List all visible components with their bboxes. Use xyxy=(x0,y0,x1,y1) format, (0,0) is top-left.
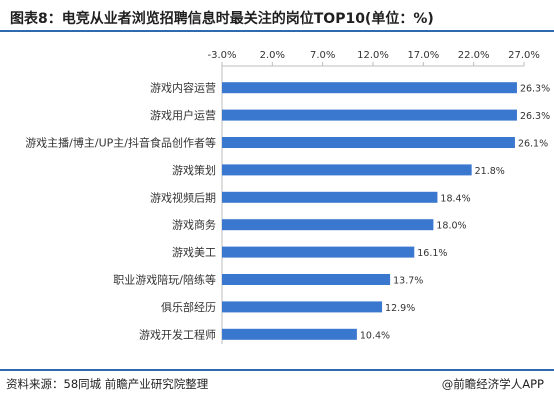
value-label: 26.3% xyxy=(520,111,550,122)
value-label: 18.0% xyxy=(436,221,466,232)
value-label: 26.3% xyxy=(520,84,550,95)
value-label: 21.8% xyxy=(475,166,505,177)
category-label: 游戏主播/博主/UP主/抖音食品创作者等 xyxy=(25,136,216,150)
category-label: 游戏内容运营 xyxy=(150,81,216,95)
header-rule xyxy=(0,30,554,32)
category-label: 游戏美工 xyxy=(172,246,216,259)
category-label: 职业游戏陪玩/陪练等 xyxy=(113,273,216,287)
chart-title: 图表8：电竞从业者浏览招聘信息时最关注的岗位TOP10(单位：%) xyxy=(10,11,434,27)
value-label: 26.1% xyxy=(518,139,548,150)
value-label: 12.9% xyxy=(385,303,415,314)
bar xyxy=(222,328,357,340)
value-label: 13.7% xyxy=(393,276,423,287)
bar xyxy=(222,137,515,148)
bar xyxy=(222,301,383,313)
x-tick-label: 22.0% xyxy=(458,50,490,61)
bar xyxy=(222,109,517,121)
category-label: 游戏用户运营 xyxy=(150,108,216,122)
value-label: 16.1% xyxy=(417,248,447,259)
bar xyxy=(222,164,472,176)
bar xyxy=(222,219,434,231)
x-tick-label: 17.0% xyxy=(407,50,439,61)
category-label: 游戏开发工程师 xyxy=(139,327,216,341)
category-label: 游戏视频后期 xyxy=(150,190,216,204)
bar xyxy=(222,191,438,203)
category-label: 游戏商务 xyxy=(172,218,216,232)
category-label: 俱乐部经历 xyxy=(161,300,216,314)
bar xyxy=(222,274,391,285)
value-label: 18.4% xyxy=(440,193,470,204)
x-tick-label: 12.0% xyxy=(357,50,389,61)
value-label: 10.4% xyxy=(360,330,390,341)
footer-rule xyxy=(0,369,554,371)
x-tick-label: -3.0% xyxy=(207,50,236,61)
x-tick-label: 2.0% xyxy=(260,50,285,61)
category-label: 游戏策划 xyxy=(172,163,216,177)
source-note: 资料来源：58同城 前瞻产业研究院整理 xyxy=(6,377,209,391)
bar xyxy=(222,82,517,94)
brand-credit: @前瞻经济学人APP xyxy=(441,377,544,391)
x-tick-label: 27.0% xyxy=(508,50,540,61)
x-tick-label: 7.0% xyxy=(310,50,335,61)
bar xyxy=(222,246,415,258)
